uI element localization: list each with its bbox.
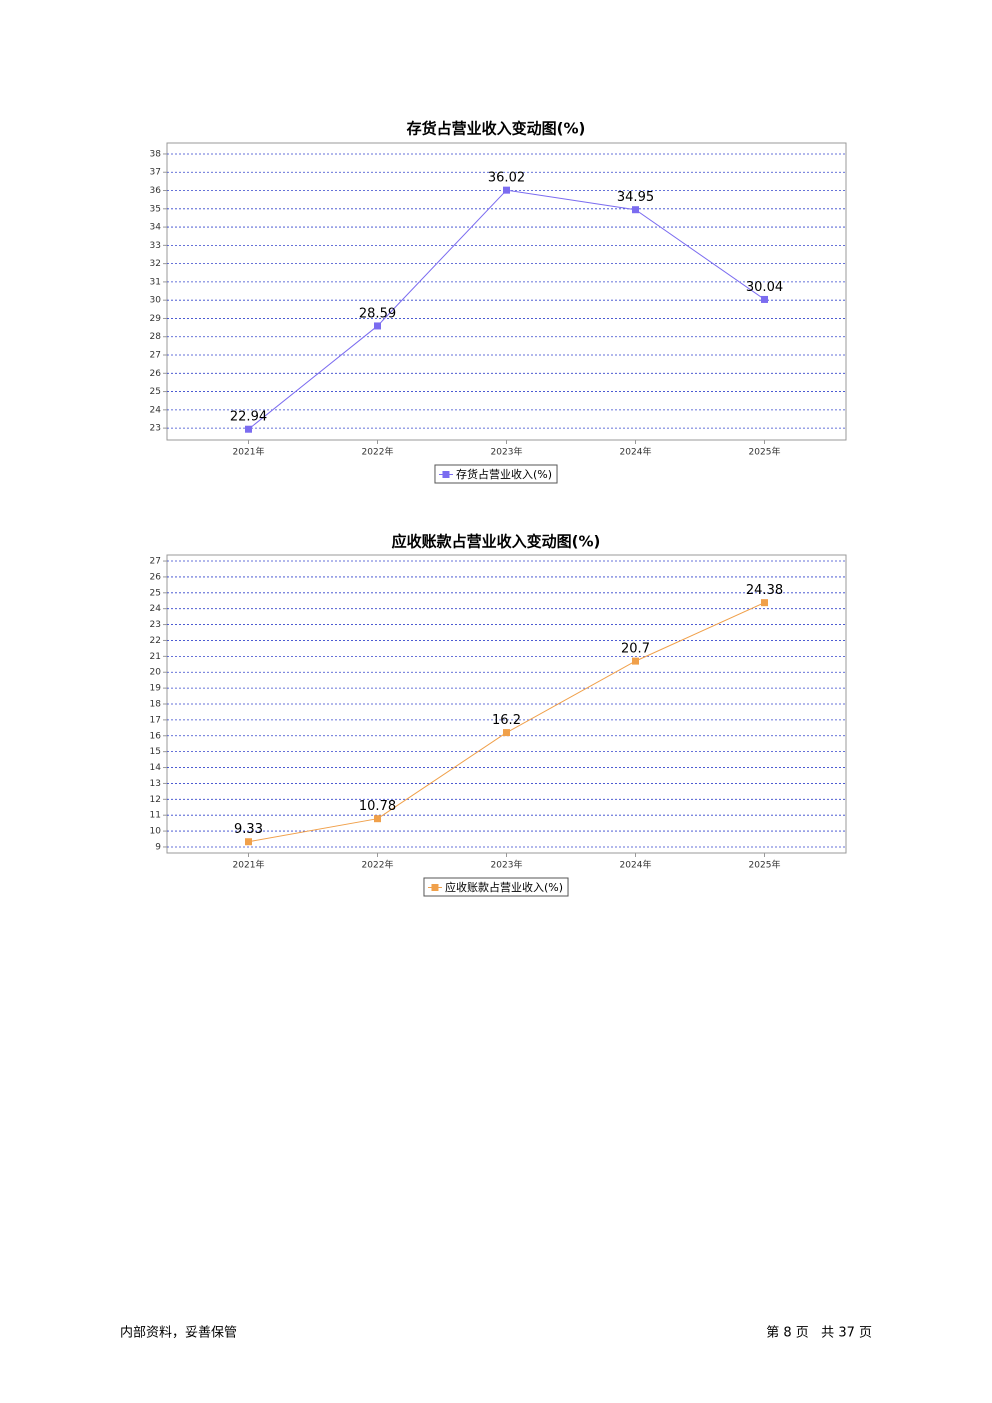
y-tick-label: 20 <box>150 668 162 678</box>
y-tick-label: 12 <box>150 795 161 805</box>
x-tick-label: 2023年 <box>491 859 523 871</box>
point <box>245 425 252 433</box>
legend: 应收账款占营业收入(%) <box>423 877 569 897</box>
x-tick-label: 2024年 <box>620 446 652 458</box>
value-label: 36.02 <box>488 171 525 186</box>
value-label: 28.59 <box>359 306 396 321</box>
y-tick-label: 27 <box>150 351 161 361</box>
x-tick-label: 2021年 <box>233 859 265 871</box>
point <box>503 186 510 194</box>
y-tick-label: 13 <box>150 779 161 789</box>
footer-left: 内部资料，妥善保管 <box>120 1325 237 1341</box>
legend-label: 应收账款占营业收入(%) <box>445 880 563 894</box>
footer-right: 第 8 页 共 37 页 <box>766 1326 872 1341</box>
y-tick-label: 18 <box>150 700 162 710</box>
x-tick-label: 2022年 <box>362 446 394 458</box>
chart-title: 应收账款占营业收入变动图(%) <box>392 533 601 551</box>
value-label: 30.04 <box>746 280 783 295</box>
x-tick-label: 2022年 <box>362 859 394 871</box>
y-tick-label: 19 <box>150 684 162 694</box>
x-tick-label: 2025年 <box>749 859 781 871</box>
point <box>503 729 510 737</box>
point <box>761 295 768 303</box>
y-tick-label: 28 <box>150 332 162 342</box>
y-tick-label: 24 <box>150 405 162 415</box>
x-tick-label: 2021年 <box>233 446 265 458</box>
y-tick-label: 35 <box>150 204 161 214</box>
point <box>632 657 639 665</box>
y-tick-label: 37 <box>150 168 161 178</box>
y-tick-label: 23 <box>150 424 161 434</box>
y-tick-label: 31 <box>150 277 161 287</box>
y-tick-label: 29 <box>150 314 162 324</box>
legend: 存货占营业收入(%) <box>434 464 558 484</box>
point <box>632 206 639 214</box>
point <box>761 599 768 607</box>
y-tick-label: 10 <box>150 827 162 837</box>
value-label: 9.33 <box>234 822 263 837</box>
y-tick-label: 14 <box>150 763 162 773</box>
y-tick-label: 26 <box>150 369 162 379</box>
y-tick-label: 25 <box>150 387 161 397</box>
y-tick-label: 23 <box>150 620 161 630</box>
value-label: 22.94 <box>230 410 267 425</box>
value-label: 10.78 <box>359 799 396 814</box>
y-tick-label: 16 <box>150 731 162 741</box>
x-tick-label: 2025年 <box>749 446 781 458</box>
y-tick-label: 17 <box>150 715 161 725</box>
point <box>374 815 381 823</box>
x-tick-label: 2024年 <box>620 859 652 871</box>
y-tick-label: 15 <box>150 747 161 757</box>
point <box>374 322 381 330</box>
y-tick-label: 36 <box>150 186 162 196</box>
value-label: 20.7 <box>621 642 650 657</box>
y-tick-label: 33 <box>150 241 161 251</box>
legend-box <box>434 464 558 484</box>
y-tick-label: 24 <box>150 604 162 614</box>
y-tick-label: 27 <box>150 557 161 567</box>
y-tick-label: 34 <box>150 223 162 233</box>
value-label: 34.95 <box>617 190 654 205</box>
value-label: 16.2 <box>492 713 521 728</box>
y-tick-label: 32 <box>150 259 161 269</box>
y-tick-label: 11 <box>150 811 161 821</box>
y-tick-label: 26 <box>150 572 162 582</box>
x-tick-label: 2023年 <box>491 446 523 458</box>
y-tick-label: 38 <box>150 149 162 159</box>
legend-box <box>423 877 569 897</box>
value-label: 24.38 <box>746 583 783 598</box>
y-tick-label: 22 <box>150 636 161 646</box>
y-tick-label: 21 <box>150 652 161 662</box>
chart-title: 存货占营业收入变动图(%) <box>407 120 586 138</box>
legend-label: 存货占营业收入(%) <box>456 467 552 481</box>
y-tick-label: 25 <box>150 588 161 598</box>
point <box>245 838 252 846</box>
y-tick-label: 30 <box>150 296 162 306</box>
y-tick-label: 9 <box>155 842 161 852</box>
